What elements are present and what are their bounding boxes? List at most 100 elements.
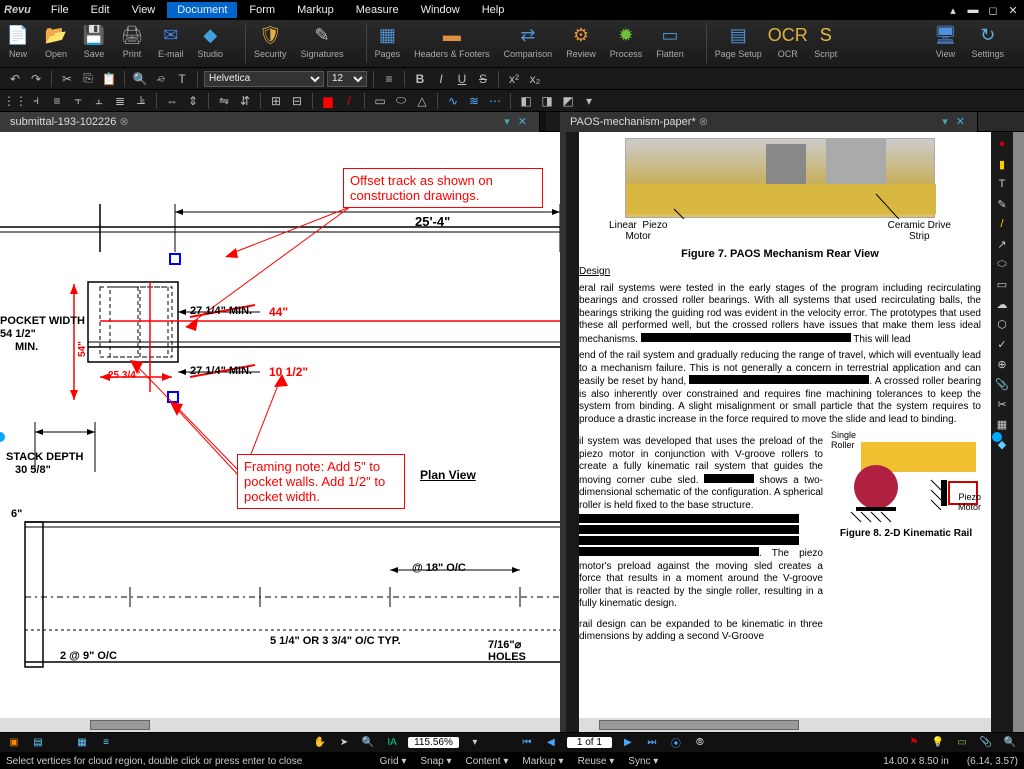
copy-icon[interactable]: ⎘ [79, 70, 97, 88]
align-left-icon[interactable]: ≡ [380, 70, 398, 88]
align-r-icon[interactable]: ⫟ [69, 92, 87, 110]
shape1-icon[interactable]: ▭ [371, 92, 389, 110]
side-tool-12[interactable]: ⊕ [994, 356, 1010, 372]
cut-icon[interactable]: ✂ [58, 70, 76, 88]
menu-file[interactable]: File [41, 2, 79, 18]
align-l-icon[interactable]: ⫞ [27, 92, 45, 110]
ribbon-save[interactable]: 💾Save [82, 23, 106, 63]
dist-h-icon[interactable]: ⇔ [163, 92, 181, 110]
ribbon-settings[interactable]: ↻Settings [971, 23, 1004, 59]
callout-framing[interactable]: Framing note: Add 5" to pocket walls. Ad… [237, 454, 405, 509]
ribbon-security[interactable]: 🛡Security [254, 23, 287, 63]
eyedrop-icon[interactable]: ⌮ [152, 70, 170, 88]
shape2-icon[interactable]: ⬭ [392, 92, 410, 110]
ungroup-icon[interactable]: ⊟ [288, 92, 306, 110]
prev-page-icon[interactable]: ◀ [543, 735, 559, 751]
ribbon-e-mail[interactable]: ✉E-mail [158, 23, 184, 63]
next-view-icon[interactable]: ⦾ [692, 735, 708, 751]
strike-icon[interactable]: S [474, 70, 492, 88]
layout2-icon[interactable]: ≡ [98, 735, 114, 751]
coil3-icon[interactable]: ⋯ [486, 92, 504, 110]
grip-icon[interactable]: ⋮⋮ [6, 92, 24, 110]
status-sync[interactable]: Sync ▾ [628, 756, 658, 767]
ribbon-signatures[interactable]: ✎Signatures [301, 23, 344, 63]
drawing-canvas[interactable]: OPENING WIDTH 25'-4" POCKET WIDTH 54 1/2… [0, 132, 560, 732]
text-select-icon[interactable]: IA [384, 735, 400, 751]
ribbon-new[interactable]: 📄New [6, 23, 30, 63]
zoom-dropdown-icon[interactable]: ▾ [467, 735, 483, 751]
pan-icon[interactable]: ✋ [312, 735, 328, 751]
ribbon-open[interactable]: 📂Open [44, 23, 68, 63]
tab-menu-icon[interactable]: ▾ [938, 116, 952, 128]
dist-v-icon[interactable]: ⇕ [184, 92, 202, 110]
extra2-icon[interactable]: ◨ [538, 92, 556, 110]
menu-measure[interactable]: Measure [346, 2, 409, 18]
side-tool-9[interactable]: ☁ [994, 296, 1010, 312]
tab-x-icon[interactable]: ✕ [952, 116, 969, 128]
shape3-icon[interactable]: △ [413, 92, 431, 110]
pin-icon[interactable]: ▴ [946, 3, 960, 17]
coil2-icon[interactable]: ≋ [465, 92, 483, 110]
menu-help[interactable]: Help [472, 2, 515, 18]
last-page-icon[interactable]: ⏭ [644, 735, 660, 751]
status-grid[interactable]: Grid ▾ [380, 756, 407, 767]
dropdown-icon[interactable]: ▾ [580, 92, 598, 110]
color-line-icon[interactable]: / [340, 92, 358, 110]
side-tool-13[interactable]: 📎 [994, 376, 1010, 392]
tab-paos[interactable]: PAOS-mechanism-paper* ⊗ ▾✕ [560, 112, 978, 132]
side-tool-14[interactable]: ✂ [994, 396, 1010, 412]
prev-view-icon[interactable]: ⦿ [668, 735, 684, 751]
align-m-icon[interactable]: ≣ [111, 92, 129, 110]
menu-markup[interactable]: Markup [287, 2, 344, 18]
bulb-icon[interactable]: 💡 [930, 735, 946, 751]
tab-menu-icon[interactable]: ▾ [500, 116, 514, 128]
subscript-icon[interactable]: x₂ [526, 70, 544, 88]
paste-icon[interactable]: 📋 [100, 70, 118, 88]
zoom-icon[interactable]: 🔍 [131, 70, 149, 88]
side-tool-7[interactable]: ⬭ [994, 256, 1010, 272]
menu-document[interactable]: Document [167, 2, 237, 18]
menu-form[interactable]: Form [239, 2, 285, 18]
document-view[interactable]: Linear Piezo Motor Ceramic Drive Strip F… [579, 132, 991, 732]
coil1-icon[interactable]: ∿ [444, 92, 462, 110]
align-t-icon[interactable]: ⫠ [90, 92, 108, 110]
tab-close-icon[interactable]: ⊗ [119, 116, 128, 128]
italic-icon[interactable]: I [432, 70, 450, 88]
group-icon[interactable]: ⊞ [267, 92, 285, 110]
side-tool-4[interactable]: ✎ [994, 196, 1010, 212]
ribbon-headers-&-footers[interactable]: ▬Headers & Footers [414, 23, 490, 63]
side-tool-1[interactable]: ● [994, 136, 1010, 152]
ribbon-flatten[interactable]: ▭Flatten [656, 23, 684, 63]
thumb-icon[interactable]: ▣ [6, 735, 22, 751]
zoom-value[interactable]: 115.56% [408, 737, 459, 748]
ribbon-page-setup[interactable]: ▤Page Setup [715, 23, 762, 63]
redo-icon[interactable]: ↷ [27, 70, 45, 88]
extra3-icon[interactable]: ◩ [559, 92, 577, 110]
clip-icon[interactable]: 📎 [978, 735, 994, 751]
page-indicator[interactable]: 1 of 1 [567, 737, 612, 748]
flip-h-icon[interactable]: ⇋ [215, 92, 233, 110]
side-tool-2[interactable]: ▮ [994, 156, 1010, 172]
side-tool-3[interactable]: T [994, 176, 1010, 192]
status-markup[interactable]: Markup ▾ [522, 756, 563, 767]
flip-v-icon[interactable]: ⇵ [236, 92, 254, 110]
color-fill-icon[interactable]: ▆ [319, 92, 337, 110]
close-icon[interactable]: ✕ [1006, 3, 1020, 17]
panel-expand-right[interactable] [992, 432, 1002, 442]
tab-close-icon[interactable]: ⊗ [699, 116, 708, 128]
note-icon[interactable]: ▭ [954, 735, 970, 751]
menu-edit[interactable]: Edit [81, 2, 120, 18]
layout1-icon[interactable]: ▦ [74, 735, 90, 751]
font-family-select[interactable]: Helvetica [204, 71, 324, 87]
select-icon[interactable]: ➤ [336, 735, 352, 751]
extra1-icon[interactable]: ◧ [517, 92, 535, 110]
ribbon-studio[interactable]: ◆Studio [198, 23, 224, 63]
text-tool-icon[interactable]: T [173, 70, 191, 88]
ribbon-review[interactable]: ⚙Review [566, 23, 596, 63]
callout-offset[interactable]: Offset track as shown on construction dr… [343, 168, 543, 208]
ribbon-view[interactable]: 🖥View [933, 23, 957, 59]
search-icon[interactable]: 🔍 [1002, 735, 1018, 751]
next-page-icon[interactable]: ▶ [620, 735, 636, 751]
align-c-icon[interactable]: ≡ [48, 92, 66, 110]
underline-icon[interactable]: U [453, 70, 471, 88]
